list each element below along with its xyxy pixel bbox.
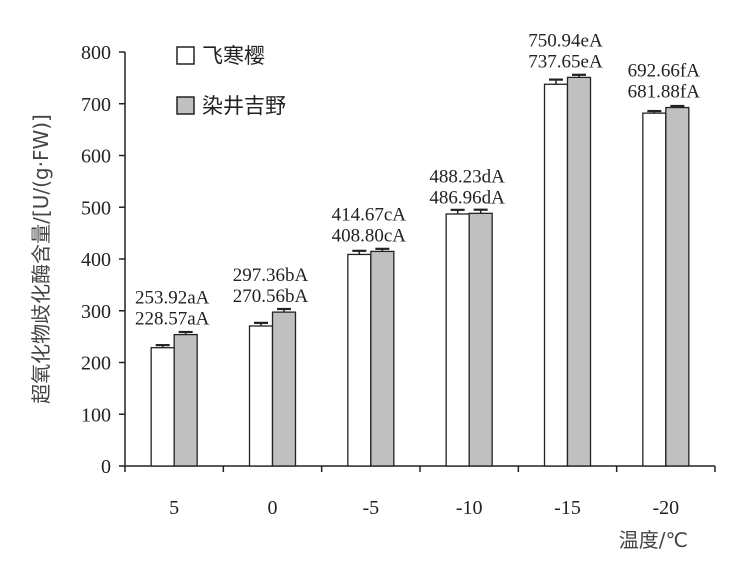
x-tick-label: -5 [362, 497, 379, 519]
y-axis-label: 超氧化物歧化酶含量/[U/(g·FW)] [29, 114, 53, 404]
x-tick-label: 5 [169, 497, 179, 519]
bar-1 [248, 325, 274, 467]
data-label: 297.36bA [233, 265, 309, 286]
legend-label: 飞寒樱 [202, 44, 265, 68]
data-label: 228.57aA [135, 309, 210, 330]
y-tick-label: 400 [81, 249, 111, 271]
x-tick-label: -15 [554, 497, 581, 519]
data-label: 750.94eA [528, 30, 603, 51]
bar-2 [370, 250, 395, 467]
y-tick-label: 600 [81, 146, 111, 168]
bar-1 [642, 112, 667, 467]
y-tick-label: 700 [81, 94, 111, 116]
data-label: 270.56bA [233, 286, 309, 307]
y-axis: 0 100 200 300 400 500 600 700 800 [81, 42, 126, 478]
legend-swatch [176, 96, 195, 115]
data-label: 681.88fA [628, 82, 701, 103]
bars [150, 73, 690, 467]
data-label: 253.92aA [135, 288, 210, 309]
data-label: 414.67cA [332, 204, 407, 225]
bar-2 [271, 311, 297, 467]
data-label: 737.65eA [528, 51, 603, 72]
bar-1 [150, 347, 175, 467]
bar-1 [445, 213, 470, 467]
x-axis-label: 温度/℃ [619, 528, 688, 552]
y-tick-label: 300 [81, 301, 111, 323]
y-tick-label: 800 [81, 42, 111, 64]
bar-2 [665, 106, 690, 467]
x-tick-label: -10 [456, 497, 483, 519]
data-label: 692.66fA [628, 61, 701, 82]
x-tick-label: -20 [652, 497, 679, 519]
legend-swatch [176, 46, 195, 65]
bar-2 [173, 333, 198, 467]
data-label: 486.96dA [429, 187, 505, 208]
legend-label: 染井吉野 [202, 94, 286, 118]
x-tick-label: 0 [268, 497, 278, 519]
data-label: 408.80cA [332, 225, 407, 246]
bar-1 [347, 253, 372, 467]
y-tick-label: 100 [81, 404, 111, 426]
y-tick-label: 200 [81, 353, 111, 375]
bar-2 [468, 212, 493, 467]
bar-1 [543, 83, 569, 467]
data-label: 488.23dA [429, 166, 505, 187]
y-tick-label: 0 [101, 456, 111, 478]
bar-2 [566, 76, 592, 467]
y-tick-label: 500 [81, 197, 111, 219]
x-axis: 5 0 -5 -10 -15 -20 [124, 465, 716, 519]
